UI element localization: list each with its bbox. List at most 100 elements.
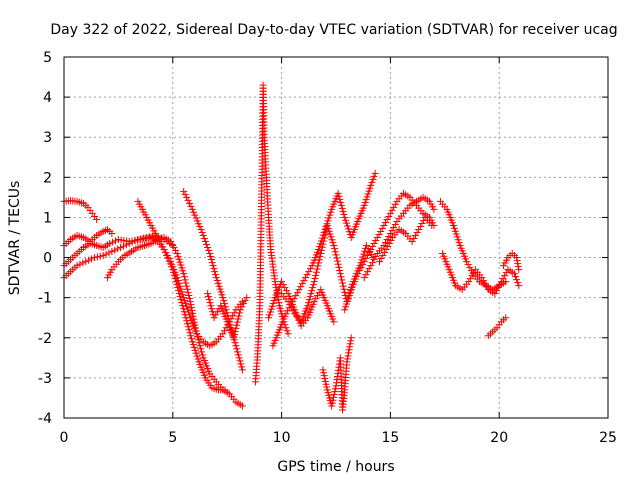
data-point — [183, 193, 191, 201]
data-point — [362, 242, 370, 250]
data-point — [342, 303, 350, 311]
data-point — [369, 175, 377, 183]
data-point — [186, 329, 194, 337]
data-point — [192, 349, 200, 357]
data-point — [338, 276, 346, 284]
series-arc-9 — [204, 290, 251, 342]
data-point — [283, 327, 291, 335]
data-point — [512, 273, 520, 281]
data-point — [279, 281, 287, 289]
data-point — [173, 250, 181, 258]
data-point — [220, 300, 228, 308]
data-point — [175, 279, 183, 287]
data-point — [463, 258, 471, 266]
data-point — [491, 290, 499, 298]
data-point — [513, 257, 521, 265]
data-point — [213, 276, 221, 284]
x-tick-label: 5 — [168, 430, 177, 446]
data-point — [206, 299, 214, 307]
data-point — [108, 229, 116, 237]
data-point — [186, 298, 194, 306]
data-point — [377, 255, 385, 263]
data-point — [370, 240, 378, 248]
data-point — [337, 273, 345, 281]
data-point — [515, 266, 523, 274]
data-point — [232, 324, 240, 332]
data-point — [267, 305, 275, 313]
data-point — [284, 298, 292, 306]
data-point — [514, 263, 522, 271]
data-point — [221, 386, 229, 394]
data-point — [205, 247, 213, 255]
data-point — [312, 295, 320, 303]
data-point — [314, 292, 322, 300]
data-point — [199, 231, 207, 239]
data-point — [376, 258, 384, 266]
series-arc-7 — [147, 234, 246, 350]
data-point — [391, 220, 399, 228]
data-point — [362, 271, 370, 279]
x-tick-label: 15 — [381, 430, 399, 446]
data-point — [238, 363, 246, 371]
data-point — [360, 250, 368, 258]
data-point — [204, 293, 212, 301]
data-point — [178, 288, 186, 296]
data-point — [198, 228, 206, 236]
plot-frame — [63, 56, 609, 419]
data-point — [201, 238, 209, 246]
data-point — [321, 377, 329, 385]
data-point — [330, 391, 338, 399]
data-point — [492, 287, 500, 295]
y-tick-label: 2 — [43, 170, 52, 186]
data-point — [368, 178, 376, 186]
data-point — [233, 318, 241, 326]
data-point — [481, 280, 489, 288]
data-point — [308, 287, 316, 295]
data-point — [302, 274, 310, 282]
data-point — [238, 303, 246, 311]
data-point — [375, 230, 383, 238]
data-point — [354, 270, 362, 278]
data-point — [134, 236, 142, 244]
data-point — [214, 279, 222, 287]
data-point — [230, 334, 238, 342]
data-point — [295, 286, 303, 294]
data-point — [347, 334, 355, 342]
data-point — [212, 311, 220, 319]
data-point — [502, 314, 510, 322]
data-point — [193, 352, 201, 360]
data-point — [326, 211, 334, 219]
data-point — [373, 234, 381, 241]
series-arc-19 — [439, 250, 523, 298]
data-point — [382, 239, 390, 247]
data-point — [73, 262, 81, 270]
data-point — [333, 254, 341, 262]
data-point — [117, 244, 125, 252]
series-arc-13 — [278, 221, 377, 326]
data-point — [184, 308, 192, 316]
data-point — [390, 203, 398, 211]
data-point — [222, 306, 230, 314]
data-point — [196, 223, 204, 231]
data-point — [311, 275, 319, 283]
data-point — [309, 284, 317, 292]
data-point — [235, 354, 243, 362]
data-point — [377, 227, 385, 235]
data-point — [499, 275, 507, 283]
data-point — [162, 249, 170, 257]
data-point — [315, 246, 323, 254]
data-point — [105, 249, 113, 257]
data-point — [146, 233, 154, 241]
axis-ticks: 0 5 10 15 20 25 -4 -3 -2 -1 0 1 2 3 4 5 — [38, 50, 617, 446]
data-point — [219, 294, 227, 302]
series-arc-21 — [500, 250, 523, 274]
data-point — [382, 218, 390, 226]
data-point — [192, 214, 200, 222]
data-point — [188, 338, 196, 346]
data-point — [180, 273, 188, 281]
data-point — [271, 278, 279, 286]
data-point — [181, 297, 189, 305]
data-point — [363, 193, 371, 201]
data-point — [346, 289, 354, 297]
data-point — [466, 275, 474, 283]
